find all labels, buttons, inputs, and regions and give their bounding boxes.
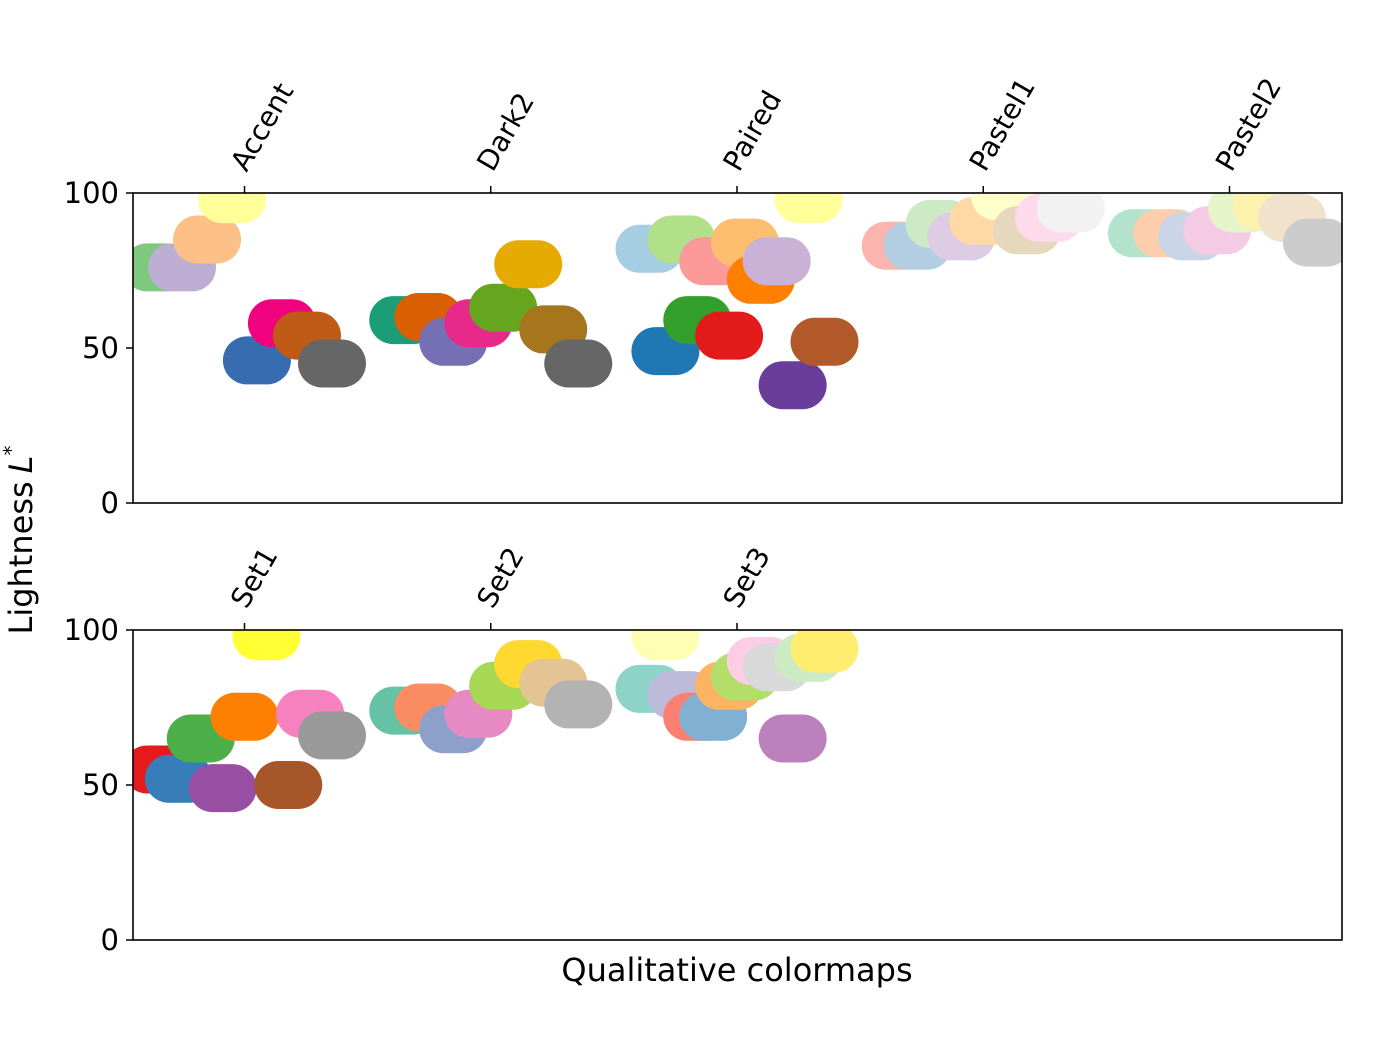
colormap-label-dark2: Dark2 (470, 87, 541, 176)
point-set1-6 (254, 761, 323, 809)
point-set3-1 (631, 630, 700, 661)
colormap-label-pastel2: Pastel2 (1209, 72, 1288, 176)
point-set1-4 (210, 692, 279, 741)
point-set1-5 (232, 630, 301, 661)
point-dark2-4 (469, 283, 538, 332)
point-set3-9 (758, 714, 827, 763)
point-paired-9 (758, 361, 827, 410)
y-tick-label: 50 (82, 331, 119, 365)
point-paired-8 (742, 237, 811, 286)
point-set3-11 (790, 630, 859, 673)
point-pastel1-8 (1036, 193, 1105, 233)
point-pastel2-7 (1283, 218, 1342, 267)
colormap-label-set3: Set3 (716, 542, 776, 614)
point-dark2-5 (494, 240, 563, 289)
y-tick-label: 100 (64, 613, 119, 647)
point-paired-10 (774, 193, 843, 224)
y-axis-label-text: Lightness (2, 481, 40, 634)
marks-layer (133, 193, 1342, 410)
point-accent-4 (222, 336, 291, 385)
y-tick-label: 0 (101, 923, 119, 957)
point-set2-7 (544, 680, 613, 729)
point-accent-3 (198, 193, 267, 224)
point-paired-11 (790, 317, 859, 366)
panel-top: Accent Dark2 Paired Pastel1 Pastel2 0 50 100 (64, 72, 1343, 520)
marks-layer (133, 630, 859, 813)
y-axis-label-sup: * (0, 446, 23, 456)
colormap-label-paired: Paired (716, 85, 788, 176)
point-paired-5 (695, 311, 764, 360)
point-set1-3 (188, 764, 257, 813)
y-axis-label: Lightness L* (0, 446, 40, 635)
point-dark2-7 (544, 339, 613, 388)
x-axis-label: Qualitative colormaps (561, 951, 912, 989)
point-accent-7 (298, 339, 366, 388)
y-tick-label: 50 (82, 768, 119, 802)
y-tick-label: 100 (64, 176, 119, 210)
colormap-label-accent: Accent (224, 77, 300, 176)
y-tick-label: 0 (101, 486, 119, 520)
panel-bottom: Set1 Set2 Set3 0 50 100 (64, 542, 1343, 957)
colormap-label-set2: Set2 (470, 542, 530, 614)
y-axis-label-symbol: L (2, 456, 40, 474)
colormap-label-set1: Set1 (224, 542, 284, 614)
point-set1-8 (298, 711, 366, 760)
colormap-label-pastel1: Pastel1 (963, 72, 1042, 176)
point-accent-2 (173, 215, 242, 264)
